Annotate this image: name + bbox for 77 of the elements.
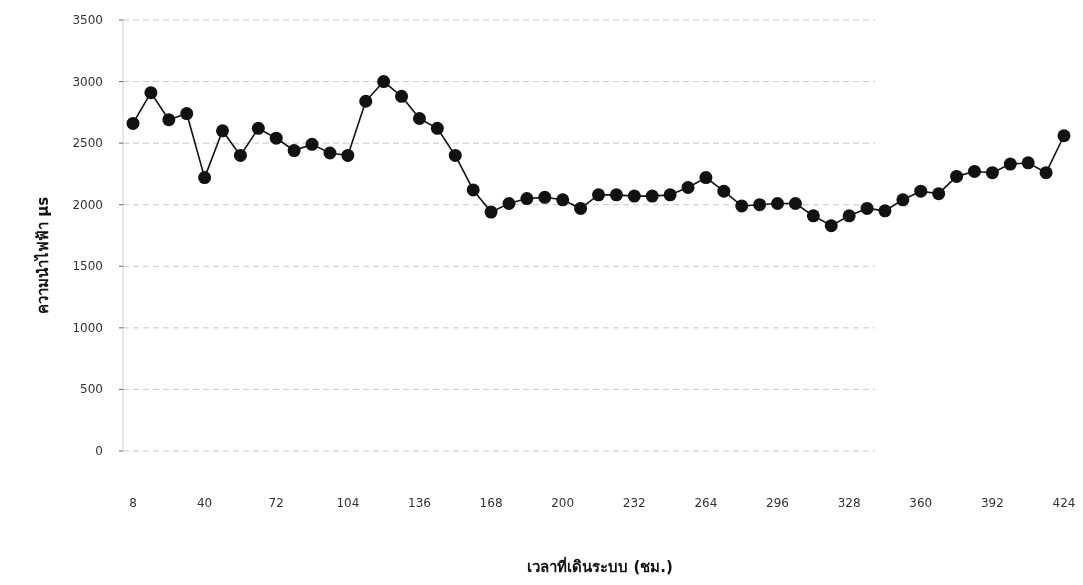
x-tick-label: 264 — [694, 496, 718, 510]
point — [592, 188, 605, 202]
point — [771, 196, 785, 210]
point — [717, 184, 731, 198]
x-tick-label: 296 — [766, 496, 789, 510]
point — [251, 121, 265, 135]
point — [448, 148, 462, 162]
point — [162, 113, 176, 127]
point — [341, 148, 355, 162]
y-tick-label: 1500 — [72, 259, 103, 274]
point — [663, 188, 677, 202]
point — [914, 184, 928, 198]
x-tick-label: 72 — [268, 496, 284, 510]
x-tick-label: 232 — [622, 496, 646, 510]
x-tick-label: 392 — [980, 496, 1004, 510]
x-tick-label: 200 — [551, 496, 575, 510]
point — [878, 204, 892, 218]
point — [520, 192, 534, 206]
point — [1057, 129, 1071, 143]
point — [788, 196, 802, 210]
point — [126, 116, 140, 130]
point — [430, 121, 444, 135]
point — [967, 164, 981, 178]
x-tick-label: 104 — [336, 496, 360, 510]
point — [824, 219, 838, 233]
point — [932, 187, 946, 201]
x-tick-label: 8 — [129, 496, 137, 510]
y-tick-label: 2500 — [72, 136, 103, 151]
x-tick-label: 328 — [837, 496, 861, 510]
point — [609, 188, 623, 202]
point — [753, 198, 767, 212]
point — [1021, 156, 1035, 170]
y-tick-label: 0 — [95, 444, 103, 458]
point — [806, 209, 820, 223]
x-tick-label: 136 — [408, 496, 431, 510]
point — [502, 196, 516, 210]
point — [323, 146, 337, 160]
point — [950, 169, 964, 183]
point — [395, 89, 409, 103]
point — [645, 189, 659, 203]
point — [574, 201, 588, 215]
point — [359, 94, 373, 108]
x-tick-label: 168 — [479, 496, 503, 510]
x-tick-label: 360 — [909, 496, 933, 510]
point — [412, 112, 426, 126]
point — [233, 148, 247, 162]
point — [144, 86, 158, 100]
point — [556, 193, 570, 207]
point — [860, 201, 874, 215]
point — [305, 137, 319, 151]
x-axis-title: เวลาที่เดินระบบ (ชม.) — [527, 556, 673, 576]
point — [627, 189, 641, 203]
y-tick-label: 3000 — [72, 74, 103, 89]
point — [538, 190, 552, 204]
point — [377, 75, 391, 89]
point — [699, 171, 713, 185]
point — [681, 180, 695, 194]
point — [198, 171, 212, 185]
point — [1003, 157, 1017, 171]
y-axis-title: ความนำไฟฟ้า μs — [33, 196, 52, 315]
x-tick-label: 424 — [1052, 496, 1076, 510]
point — [180, 107, 194, 121]
point — [484, 205, 498, 219]
point — [896, 193, 910, 207]
y-tick-label: 500 — [80, 382, 103, 397]
point — [287, 144, 301, 158]
y-tick-label: 3500 — [72, 13, 103, 27]
y-tick-label: 1000 — [72, 320, 103, 335]
point — [842, 209, 856, 223]
point — [985, 166, 999, 180]
y-tick-label: 2000 — [72, 197, 103, 212]
point — [269, 131, 283, 145]
x-tick-label: 40 — [196, 496, 213, 510]
point — [216, 124, 230, 138]
point — [466, 183, 480, 197]
point — [1039, 166, 1053, 180]
point — [735, 199, 749, 213]
